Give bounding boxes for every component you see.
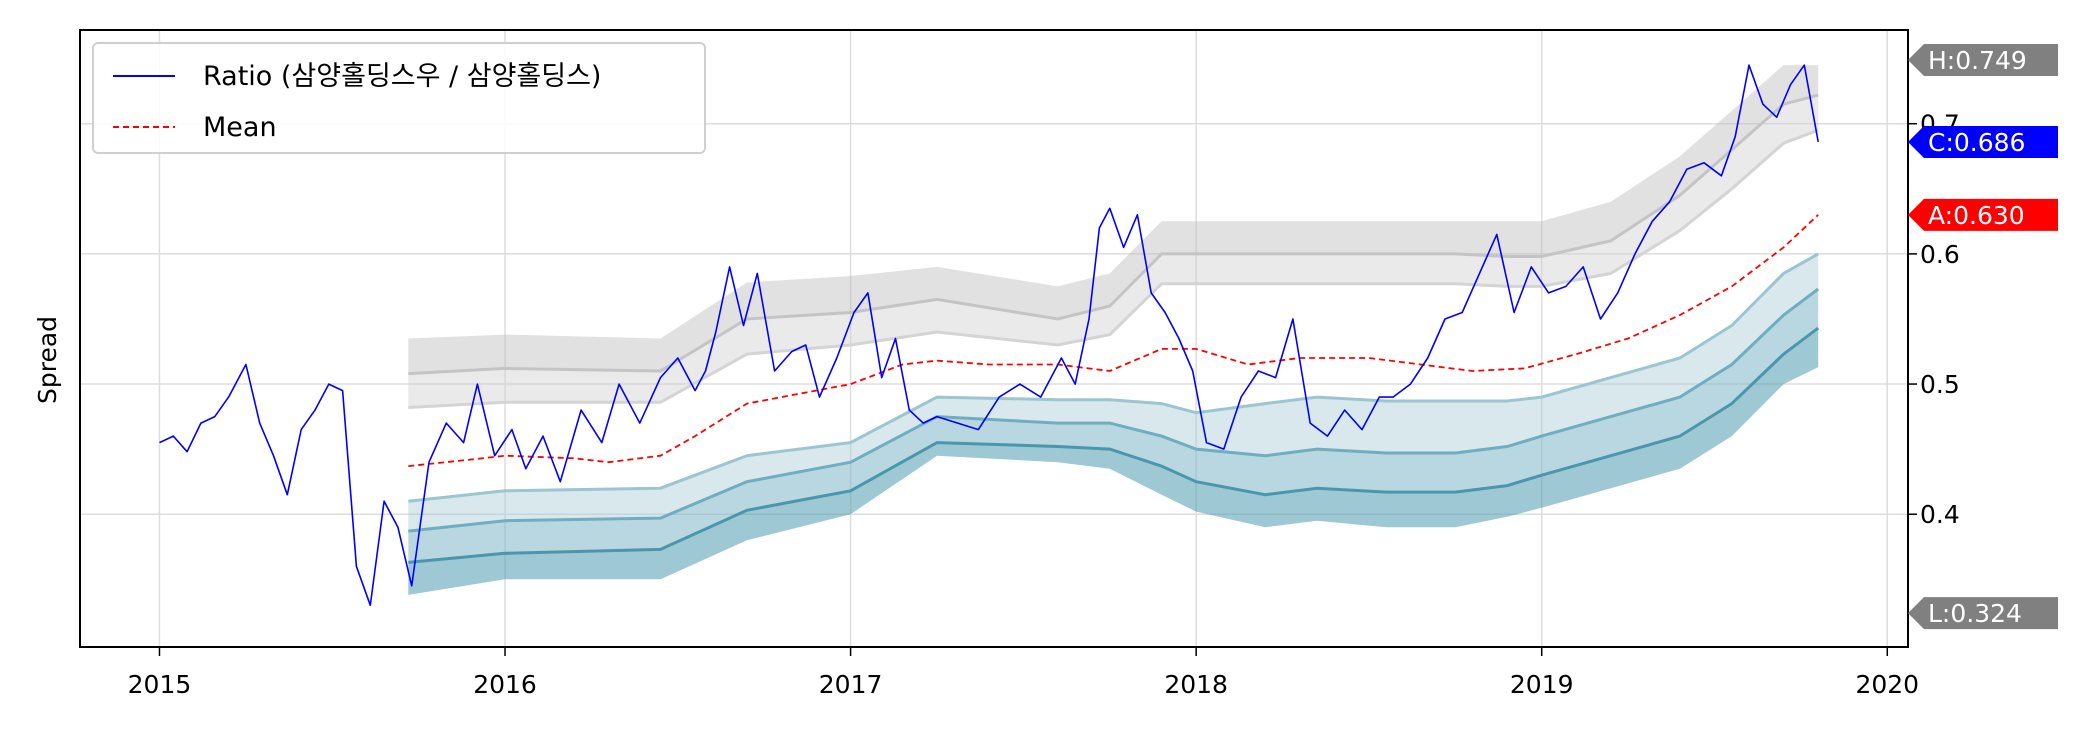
plot-frame bbox=[79, 29, 1909, 648]
y-tick-label: 0.4 bbox=[1920, 500, 1960, 529]
x-tick-label: 2016 bbox=[473, 670, 537, 699]
level-marker-tag bbox=[1908, 597, 2058, 630]
upper-band-inner bbox=[408, 95, 1819, 408]
legend-label: Ratio (삼양홀딩스우 / 삼양홀딩스) bbox=[203, 61, 601, 92]
level-marker-label: H:0.749 bbox=[1928, 46, 2027, 75]
x-tick-label: 2019 bbox=[1510, 670, 1574, 699]
lower-band-1 bbox=[408, 253, 1819, 532]
band-line-upper1 bbox=[408, 128, 1819, 409]
band-line-lower1 bbox=[408, 252, 1819, 503]
y-tick-label: 0.5 bbox=[1920, 370, 1960, 399]
level-marker-label: A:0.630 bbox=[1928, 201, 2025, 230]
lower-band-2 bbox=[408, 289, 1819, 563]
series-lines bbox=[159, 64, 1819, 607]
x-tick-label: 2017 bbox=[819, 670, 883, 699]
x-axis: 2015 2016 2017 2018 2019 2020 bbox=[128, 647, 1919, 699]
band-line-upper2 bbox=[408, 93, 1819, 376]
band-line-lower3 bbox=[408, 326, 1820, 564]
band-line-lower2 bbox=[408, 287, 1820, 533]
mean-line bbox=[408, 214, 1819, 467]
level-markers: H:0.749 C:0.686 A:0.630 L:0.324 bbox=[1908, 43, 2058, 630]
x-tick-label: 2018 bbox=[1164, 670, 1228, 699]
legend: Ratio (삼양홀딩스우 / 삼양홀딩스) Mean bbox=[92, 42, 706, 154]
lower-band-3 bbox=[408, 328, 1819, 595]
y-axis-label: Spread bbox=[33, 316, 62, 404]
x-tick-label: 2020 bbox=[1855, 670, 1919, 699]
level-marker-label: C:0.686 bbox=[1928, 128, 2025, 157]
level-marker-label: L:0.324 bbox=[1928, 599, 2022, 628]
grid-lines bbox=[80, 30, 1908, 647]
legend-box bbox=[92, 42, 706, 154]
y-axis: 0.40.50.60.7 bbox=[1908, 110, 1960, 529]
level-marker-tag bbox=[1908, 198, 2058, 231]
y-tick-label: 0.6 bbox=[1920, 240, 1960, 269]
x-tick-label: 2015 bbox=[128, 670, 192, 699]
level-marker-tag bbox=[1908, 125, 2058, 158]
level-marker-tag bbox=[1908, 43, 2058, 76]
legend-label: Mean bbox=[203, 112, 277, 143]
ratio-line bbox=[159, 64, 1819, 607]
